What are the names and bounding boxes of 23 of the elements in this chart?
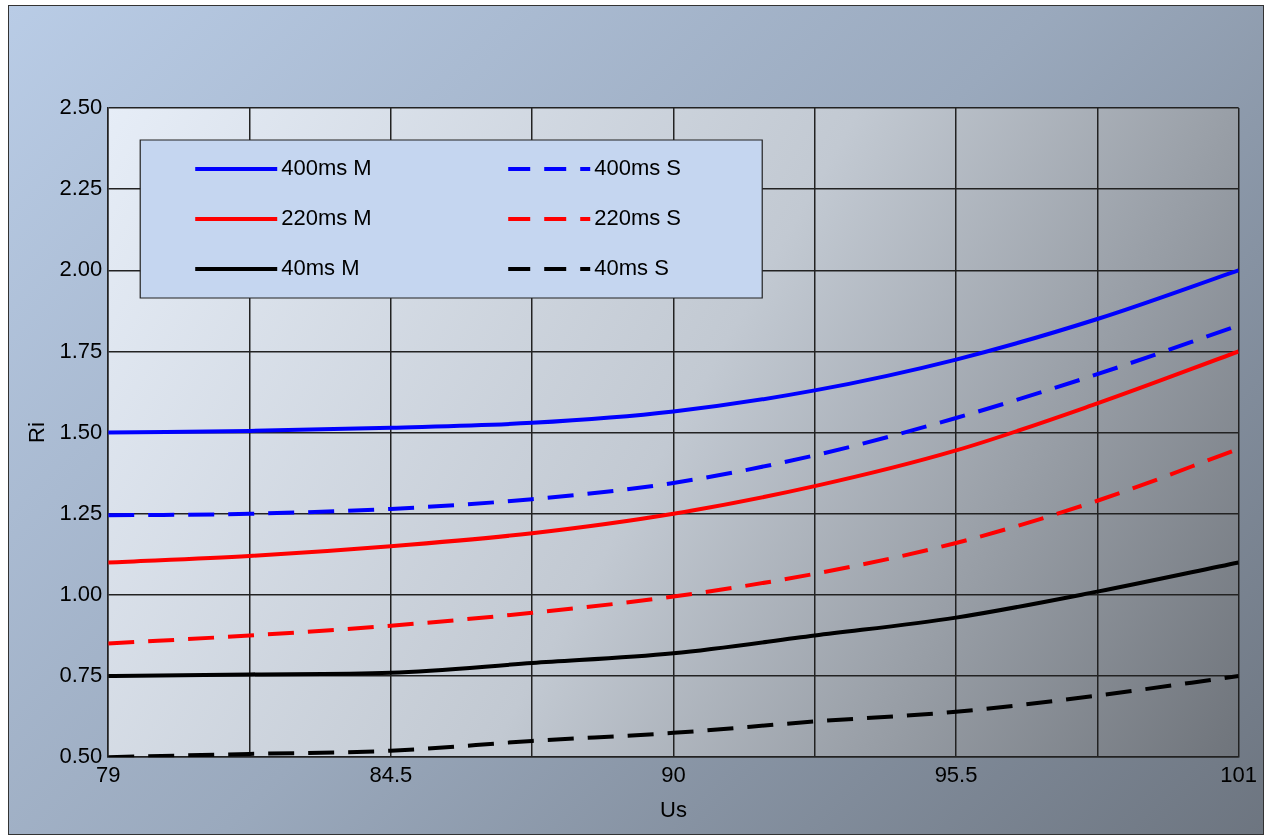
y-axis-title: Ri	[24, 422, 50, 443]
y-tick-label: 2.00	[59, 256, 103, 282]
x-tick-label: 79	[95, 762, 121, 788]
y-tick-label: 2.25	[59, 175, 103, 201]
legend-label: 220ms M	[281, 205, 372, 231]
y-tick-label: 2.50	[59, 94, 103, 120]
x-tick-label: 101	[1220, 762, 1258, 788]
line-series	[108, 560, 1239, 679]
x-tick-label: 84.5	[369, 762, 413, 788]
legend-label: 400ms M	[281, 155, 372, 181]
y-tick-label: 1.50	[59, 418, 103, 444]
legend-label: 40ms S	[594, 255, 669, 281]
x-tick-label: 90	[661, 762, 686, 788]
legend-label: 220ms S	[594, 205, 682, 231]
x-axis-title: Us	[659, 796, 687, 822]
y-tick-label: 1.25	[59, 499, 103, 525]
x-tick-label: 95.5	[934, 762, 978, 788]
legend-label: 40ms M	[281, 255, 360, 281]
line-series	[108, 349, 1239, 565]
y-tick-label: 0.75	[59, 662, 103, 688]
y-tick-label: 1.00	[59, 580, 103, 606]
y-tick-label: 1.75	[59, 337, 103, 363]
legend-label: 400ms S	[594, 155, 682, 181]
